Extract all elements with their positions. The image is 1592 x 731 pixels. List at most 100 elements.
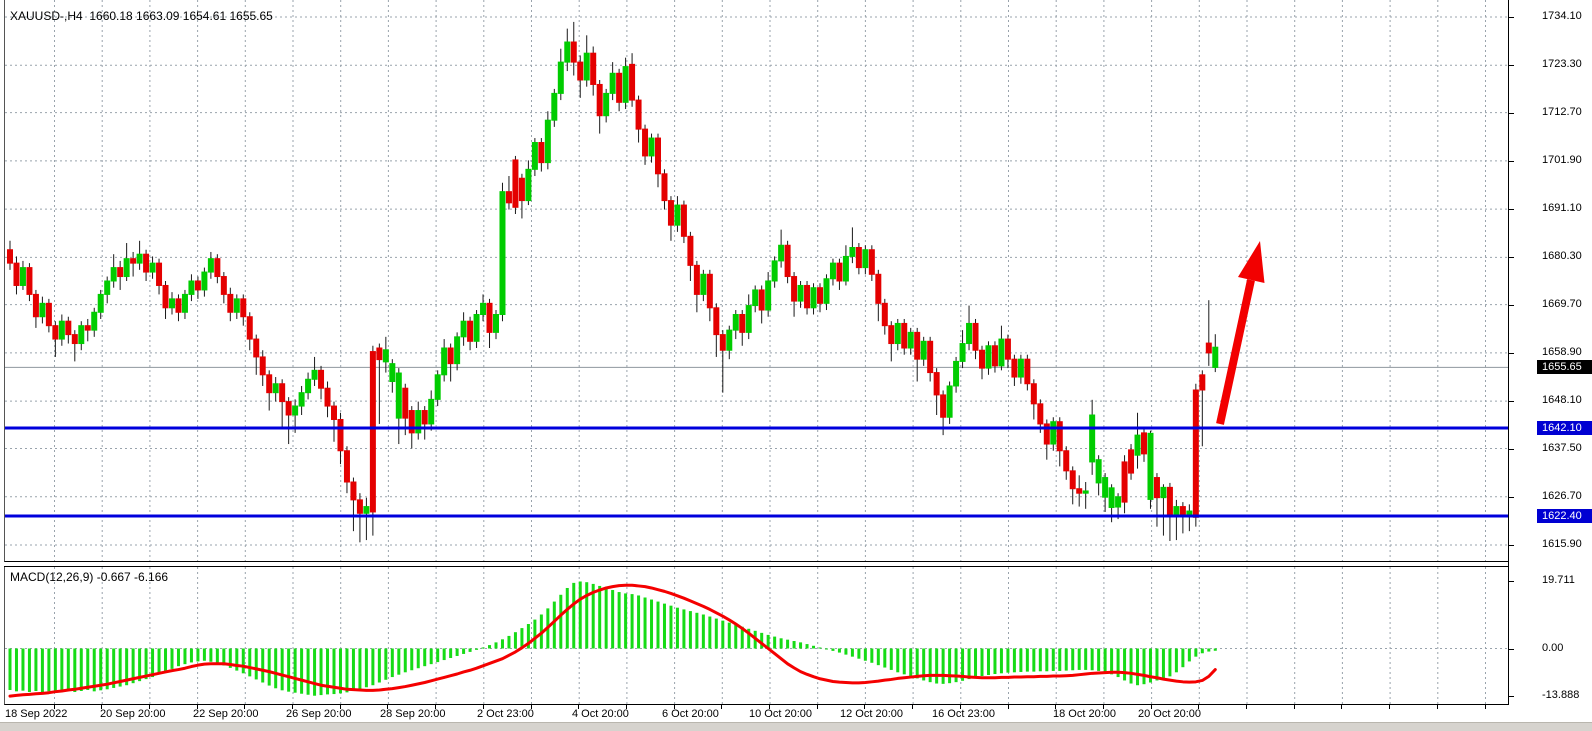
macd-histogram-bar [708,616,712,649]
candle [700,269,707,302]
macd-histogram-bar [941,648,945,684]
candle [687,231,694,281]
candle [253,334,260,375]
price-axis-label: 1626.70 [1542,489,1582,502]
macd-histogram-bar [805,644,809,649]
macd-histogram-bar [915,648,919,679]
candle [460,312,467,346]
macd-canvas[interactable] [5,567,1509,704]
candle [493,310,499,340]
macd-histogram-bar [449,648,453,659]
macd-histogram-bar [662,603,666,649]
macd-histogram-bar [1200,648,1204,654]
candle [181,289,188,319]
candle [279,379,286,429]
macd-histogram-bar [1038,648,1042,672]
candle [544,111,551,170]
candle [1147,430,1154,509]
candle [1102,473,1109,512]
macd-histogram-bar [112,648,116,688]
macd-histogram-bar [779,638,783,649]
macd-histogram-bar [948,648,952,684]
price-chart-panel[interactable] [4,0,1509,562]
macd-histogram-bar [105,648,109,690]
candle [732,310,739,340]
macd-histogram-bar [53,648,57,693]
time-tick [1436,705,1438,709]
macd-histogram-bar [1084,648,1088,670]
time-axis-label: 20 Oct 20:00 [1138,708,1201,720]
candle [285,397,292,445]
macd-histogram-bar [34,648,38,691]
macd-histogram-bar [824,648,828,650]
macd-histogram-bar [863,648,867,661]
macd-histogram-bar [1155,648,1159,681]
time-tick [339,705,341,709]
candle [959,330,966,369]
macd-histogram-bar [591,583,595,649]
macd-histogram-bar [1012,648,1016,673]
time-axis-label: 10 Oct 20:00 [749,708,812,720]
macd-histogram-bar [1045,648,1049,672]
macd-histogram-bar [494,642,498,649]
candle [1186,504,1193,532]
time-tick [1341,705,1343,709]
candle [778,229,785,268]
macd-histogram-bar [377,648,381,683]
candle [246,312,253,351]
candle [188,274,195,302]
candle [1089,399,1096,475]
candle [1004,334,1011,369]
macd-histogram-bar [896,648,900,673]
price-tick [1509,496,1514,498]
candle [480,294,487,322]
time-axis-label: 2 Oct 23:00 [477,708,534,720]
macd-histogram-bar [92,648,96,692]
time-axis-label: 22 Sep 20:00 [193,708,259,720]
macd-histogram-bar [883,648,887,668]
candle [91,307,98,337]
candle [467,316,474,351]
macd-histogram-bar [682,609,686,649]
candle [343,446,350,494]
macd-histogram-bar [40,648,44,693]
macd-histogram-bar [585,582,589,649]
macd-histogram-bar [131,648,135,684]
candle [505,176,512,210]
macd-histogram-bar [766,634,770,649]
price-tick [1509,112,1514,114]
macd-histogram-bar [1181,648,1185,668]
price-chart-canvas[interactable] [5,0,1509,561]
macd-histogram-bar [462,648,466,654]
candle [661,169,668,210]
macd-histogram-bar [86,648,90,690]
time-tick [1246,705,1247,709]
candle [382,336,389,373]
price-axis[interactable]: 1734.10 1723.30 1712.70 1701.90 1691.10 1680.… [1508,0,1592,704]
price-axis-label: 1648.10 [1542,394,1582,407]
time-tick [1389,705,1391,709]
candle [207,251,214,279]
trend-arrow[interactable] [1216,241,1265,425]
candle [143,249,150,281]
candle [836,258,843,290]
macd-histogram-bar [1058,648,1062,671]
macd-histogram-bar [1207,648,1211,652]
candle [849,227,856,264]
macd-histogram-bar [974,648,978,678]
macd-histogram-bar [650,599,654,649]
candle [609,62,616,101]
time-axis[interactable]: 18 Sep 2022 20 Sep 20:00 22 Sep 20:00 26 Se… [0,705,1592,722]
candle [1043,419,1050,460]
macd-histogram-bar [786,639,790,649]
macd-histogram-bar [1148,648,1152,683]
macd-histogram-bar [326,648,330,695]
macd-histogram-bar [235,648,239,671]
price-badge-1655.65: 1655.65 [1537,360,1592,375]
macd-histogram-bar [980,648,984,677]
macd-signal-line [8,583,1217,698]
candle [39,296,46,324]
macd-histogram-bar [889,648,893,670]
macd-indicator-panel[interactable] [4,567,1509,705]
macd-histogram-bar [364,648,368,688]
